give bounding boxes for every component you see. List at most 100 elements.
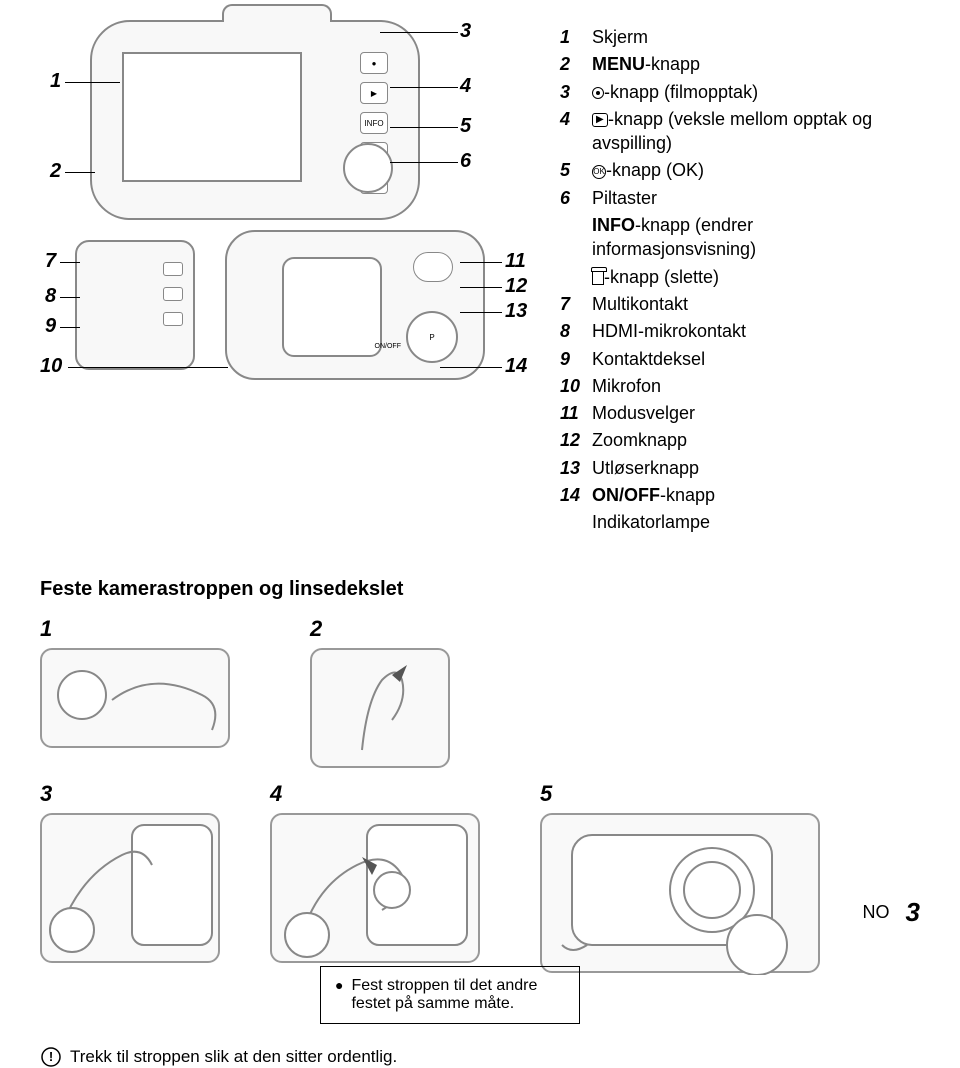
- strap-illustration-5: [540, 813, 820, 973]
- legend-text: Multikontakt: [592, 292, 920, 316]
- legend-item: 12Zoomknapp: [560, 428, 920, 452]
- arrow-pad: [343, 143, 393, 193]
- info-label: INFO: [360, 112, 388, 134]
- legend-item: 10Mikrofon: [560, 374, 920, 398]
- legend-item: 7Multikontakt: [560, 292, 920, 316]
- legend-item: 11Modusvelger: [560, 401, 920, 425]
- callout-4: 4: [460, 75, 471, 98]
- mode-p-label: P: [429, 333, 434, 342]
- camera-back-view: ● ▶ INFO OK MENU: [90, 20, 420, 220]
- top-section: ● ▶ INFO OK MENU P ON/OFF 1 2: [40, 20, 920, 538]
- bottom-note: ! Trekk til stroppen slik at den sitter …: [40, 1046, 920, 1068]
- legend-text: MENU-knapp: [592, 52, 920, 76]
- legend-sub: Indikatorlampe: [592, 510, 920, 534]
- mode-dial-icon: P: [406, 311, 458, 363]
- legend-num: 2: [560, 52, 592, 76]
- legend-num: 1: [560, 25, 592, 49]
- strap-illustration-3: [40, 813, 220, 963]
- legend-text: ▶-knapp (veksle mellom opptak og avspill…: [592, 107, 920, 156]
- rec-button-icon: ●: [360, 52, 388, 74]
- note-text: Fest stroppen til det andre festet på sa…: [351, 977, 565, 1013]
- legend-item: 13Utløserknapp: [560, 456, 920, 480]
- legend-item: 5 OK-knapp (OK): [560, 158, 920, 182]
- strap-illustration-1: [40, 648, 230, 748]
- callout-12: 12: [505, 275, 527, 298]
- legend-num: 8: [560, 319, 592, 343]
- callout-11: 11: [505, 250, 526, 273]
- legend-num: 12: [560, 428, 592, 452]
- legend-text: Skjerm: [592, 25, 920, 49]
- port-1: [163, 262, 183, 276]
- legend-num: 11: [560, 401, 592, 425]
- panel-num-3: 3: [40, 781, 220, 807]
- play-icon: ▶: [592, 113, 608, 127]
- strap-illustration-2: [310, 648, 450, 768]
- legend-sub: -knapp (slette): [592, 265, 920, 289]
- callout-10: 10: [40, 355, 62, 378]
- panel-num-2: 2: [310, 616, 450, 642]
- legend-item: 2 MENU-knapp: [560, 52, 920, 76]
- legend-item: 9Kontaktdeksel: [560, 347, 920, 371]
- legend-item: 14ON/OFF-knapp: [560, 483, 920, 507]
- camera-diagrams: ● ▶ INFO OK MENU P ON/OFF 1 2: [40, 20, 540, 390]
- legend-item: 4 ▶-knapp (veksle mellom opptak og avspi…: [560, 107, 920, 156]
- camera-screen: [122, 52, 302, 182]
- callout-9: 9: [45, 315, 56, 338]
- legend-item: 8HDMI-mikrokontakt: [560, 319, 920, 343]
- record-icon: [592, 87, 604, 99]
- callout-6: 6: [460, 150, 471, 173]
- callout-1: 1: [50, 70, 61, 93]
- callout-5: 5: [460, 115, 471, 138]
- legend-num: 4: [560, 107, 592, 131]
- legend-num: 10: [560, 374, 592, 398]
- legend-list: 1 Skjerm 2 MENU-knapp 3 -knapp (filmoppt…: [560, 20, 920, 538]
- callout-13: 13: [505, 300, 527, 323]
- legend-text: Piltaster: [592, 186, 920, 210]
- ok-icon: OK: [592, 165, 606, 179]
- panel-num-4: 4: [270, 781, 480, 807]
- note-box: ● Fest stroppen til det andre festet på …: [320, 966, 580, 1024]
- legend-sub: INFO-knapp (endrer informasjonsvisning): [592, 213, 920, 262]
- callout-2: 2: [50, 160, 61, 183]
- legend-text: -knapp (filmopptak): [592, 80, 920, 104]
- trash-icon: [592, 271, 604, 285]
- legend-text: HDMI-mikrokontakt: [592, 319, 920, 343]
- callout-8: 8: [45, 285, 56, 308]
- legend-text: Mikrofon: [592, 374, 920, 398]
- callout-3: 3: [460, 20, 471, 43]
- footer-lang: NO: [863, 902, 890, 923]
- strap-illustration-4: [270, 813, 480, 963]
- warning-icon: !: [40, 1046, 62, 1068]
- callout-7: 7: [45, 250, 56, 273]
- play-button-icon: ▶: [360, 82, 388, 104]
- shutter-button-icon: [413, 252, 453, 282]
- legend-num: 14: [560, 483, 592, 507]
- legend-num: 6: [560, 186, 592, 210]
- legend-text: ON/OFF-knapp: [592, 483, 920, 507]
- legend-text: Utløserknapp: [592, 456, 920, 480]
- legend-item: 3 -knapp (filmopptak): [560, 80, 920, 104]
- lens-barrel: [282, 257, 382, 357]
- bullet-icon: ●: [335, 977, 343, 993]
- strap-section: 1 2 3 4: [40, 616, 920, 1036]
- camera-side-view: [75, 240, 195, 370]
- legend-text: Kontaktdeksel: [592, 347, 920, 371]
- legend-text: Modusvelger: [592, 401, 920, 425]
- onoff-label: ON/OFF: [375, 343, 401, 350]
- legend-num: 13: [560, 456, 592, 480]
- legend-num: 9: [560, 347, 592, 371]
- page-footer: NO 3: [863, 897, 920, 928]
- callout-14: 14: [505, 355, 527, 378]
- panel-num-5: 5: [540, 781, 820, 807]
- panel-num-1: 1: [40, 616, 230, 642]
- bottom-note-text: Trekk til stroppen slik at den sitter or…: [70, 1047, 397, 1067]
- port-2: [163, 287, 183, 301]
- legend-num: 5: [560, 158, 592, 182]
- footer-page-num: 3: [906, 897, 920, 928]
- camera-top-view: P ON/OFF: [225, 230, 485, 380]
- legend-item: 1 Skjerm: [560, 25, 920, 49]
- legend-text: Zoomknapp: [592, 428, 920, 452]
- legend-num: 7: [560, 292, 592, 316]
- svg-text:!: !: [49, 1049, 53, 1064]
- legend-num: 3: [560, 80, 592, 104]
